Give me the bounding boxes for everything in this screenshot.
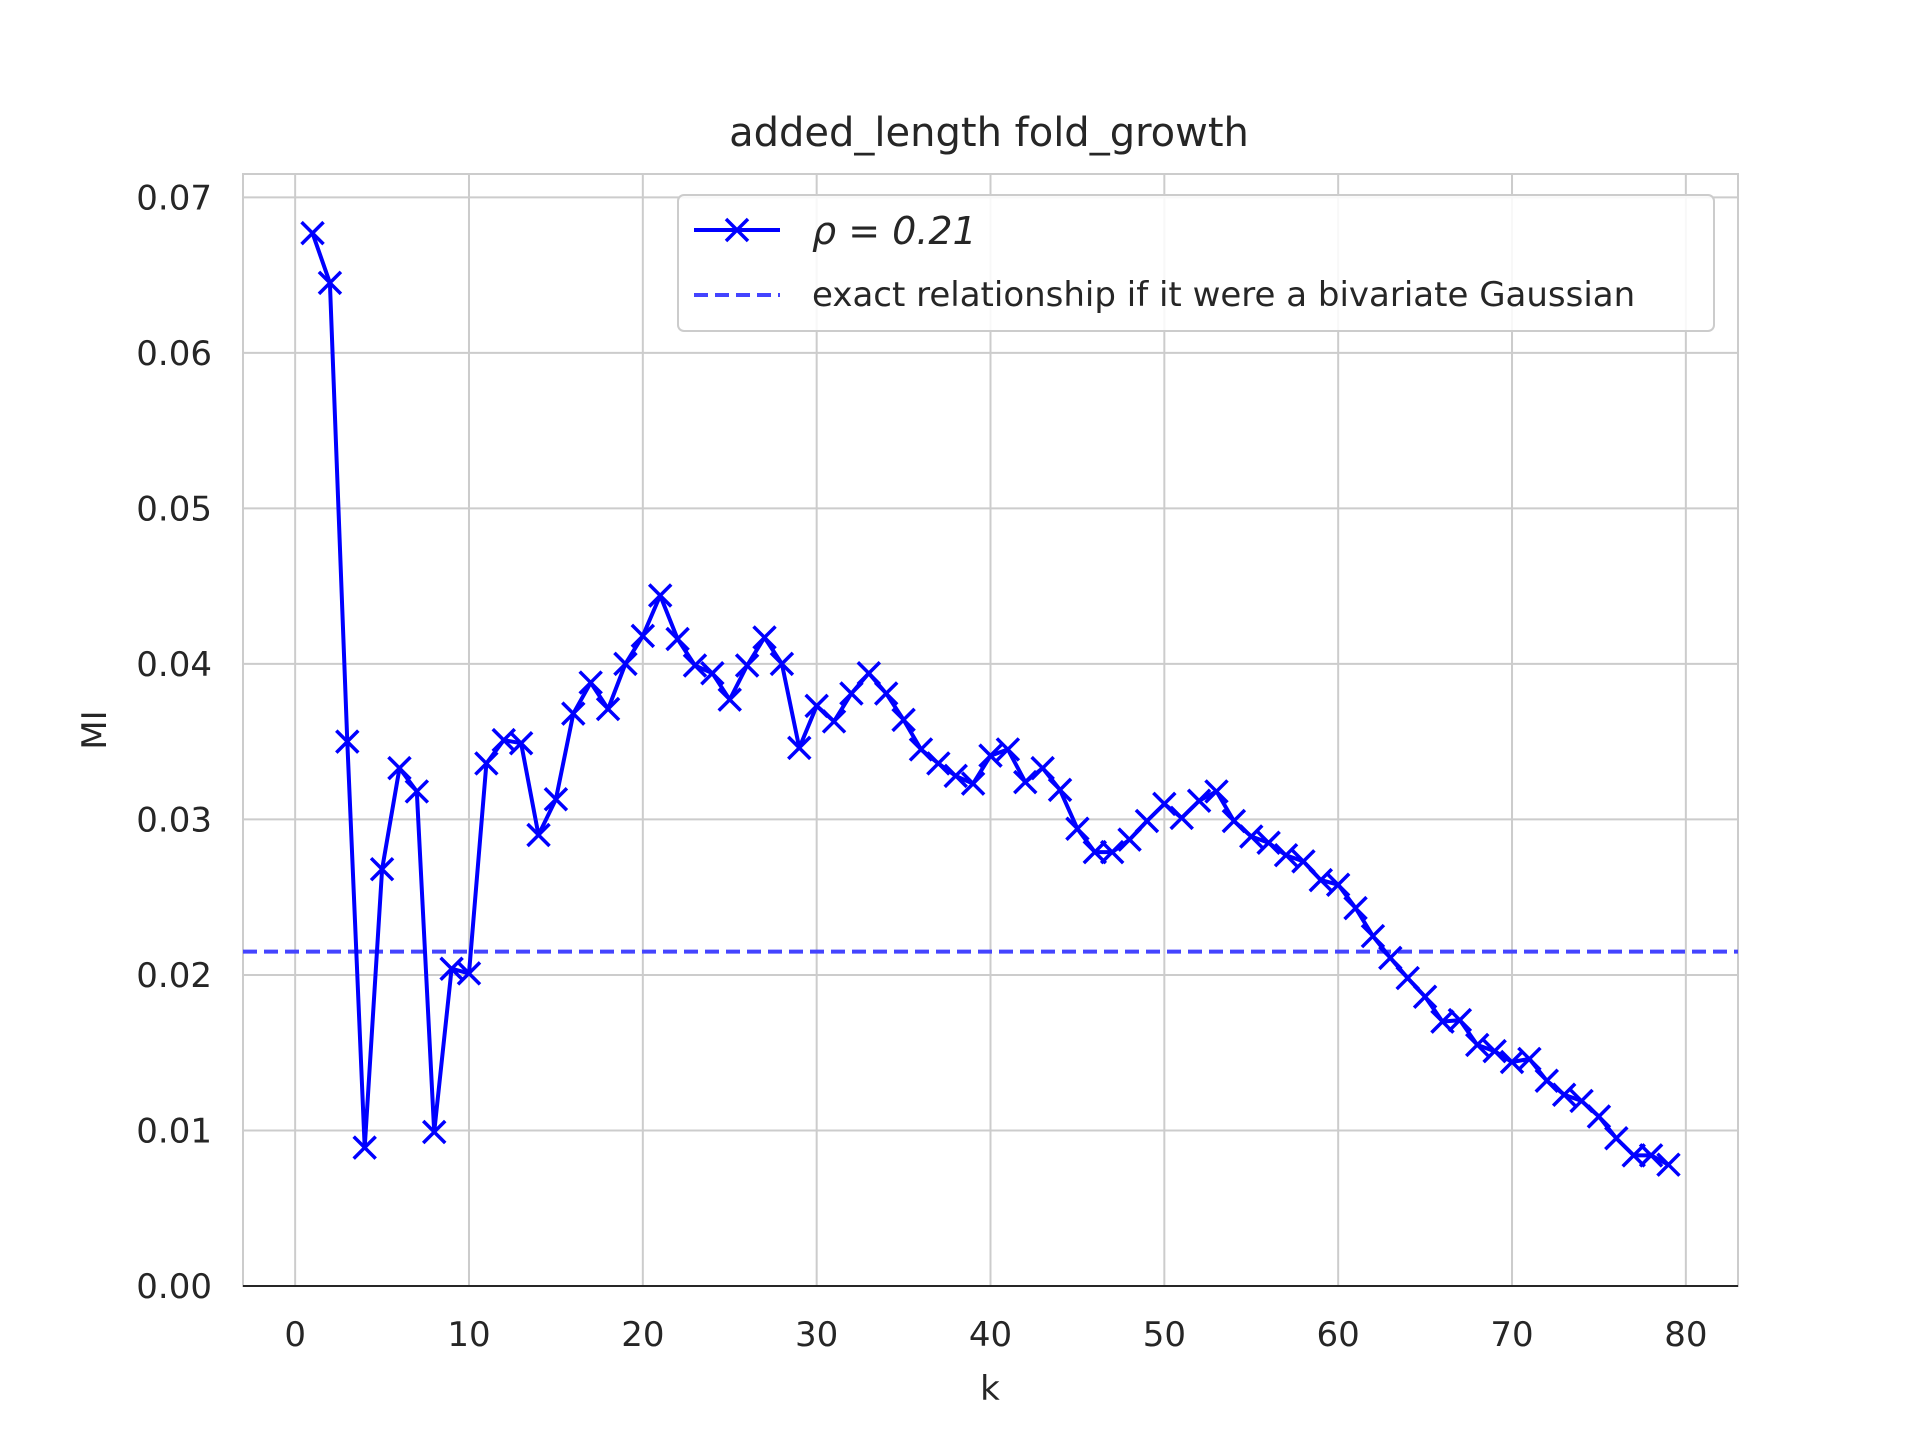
x-tick-label: 60: [1317, 1315, 1360, 1355]
y-tick-label: 0.00: [136, 1267, 212, 1307]
mi-data-point: [1517, 1046, 1542, 1072]
mi-data-point: [1465, 1032, 1490, 1058]
mi-data-point: [595, 696, 621, 722]
mi-data-point: [1621, 1143, 1646, 1168]
mi-data-point: [1152, 791, 1177, 817]
y-tick-label: 0.03: [136, 800, 212, 840]
legend-marker-x: [724, 217, 750, 243]
y-tick-label: 0.01: [136, 1111, 212, 1151]
mi-data-point: [1273, 842, 1299, 868]
mi-data-point: [873, 681, 899, 706]
mi-data-point: [352, 1135, 377, 1160]
mi-data-point: [508, 730, 534, 756]
mi-data-point: [769, 651, 795, 677]
x-tick-label: 20: [621, 1315, 664, 1355]
mi-data-point: [908, 737, 934, 762]
mi-data-point: [1360, 923, 1386, 949]
mi-data-point: [995, 737, 1021, 762]
mi-data-point: [1065, 816, 1090, 841]
mi-data-point: [1047, 777, 1073, 803]
mi-data-point: [943, 763, 968, 789]
mi-data-point: [926, 751, 951, 776]
mi-data-point: [561, 701, 586, 726]
mi-data-point: [1343, 895, 1368, 921]
mi-data-point: [647, 583, 673, 608]
y-tick-label: 0.06: [136, 334, 212, 374]
x-tick-label: 40: [969, 1315, 1012, 1355]
mi-data-point: [856, 660, 882, 686]
mi-data-point: [734, 653, 760, 678]
mi-data-point: [456, 961, 482, 986]
mi-data-point: [1239, 824, 1264, 849]
mi-data-point: [1447, 1007, 1473, 1033]
y-tick-label: 0.04: [136, 645, 212, 685]
mi-data-point: [1099, 839, 1125, 865]
mi-data-point: [421, 1119, 447, 1145]
mi-data-point: [474, 751, 499, 776]
mi-data-point: [1656, 1152, 1681, 1177]
legend-box: [677, 194, 1715, 332]
mi-data-point: [1204, 779, 1229, 804]
x-tick-label: 30: [795, 1315, 838, 1355]
x-tick-label: 0: [284, 1315, 306, 1355]
x-tick-label: 80: [1664, 1315, 1707, 1355]
tick-labels: 0 10 20 30 40 50 60 70 80 0.00 0.01 0.02 0.03 0.04 0.0…: [136, 178, 1707, 1355]
mi-data-point: [787, 735, 812, 761]
mi-data-point: [543, 786, 569, 812]
mi-data-point: [1325, 872, 1351, 897]
mi-data-point: [1308, 867, 1334, 893]
legend: ρ = 0.21 exact relationship if it were a…: [677, 194, 1715, 332]
chart-title: added_length fold_growth: [729, 110, 1249, 156]
mi-data-point: [717, 687, 742, 712]
y-axis-label: MI: [75, 710, 115, 749]
mi-data-point: [1030, 755, 1055, 781]
mi-data-point: [665, 626, 690, 652]
mi-data-point: [682, 653, 708, 678]
mi-data-point: [1256, 830, 1281, 855]
mi-data-point: [1534, 1068, 1560, 1093]
y-tick-label: 0.07: [136, 178, 212, 218]
mi-data-point: [1551, 1082, 1577, 1107]
mi-data-point: [752, 625, 777, 650]
mi-data-point: [1412, 984, 1438, 1009]
x-tick-label: 70: [1490, 1315, 1533, 1355]
mi-data-point: [891, 707, 916, 733]
mi-data-point: [1378, 945, 1403, 971]
mi-data-point: [526, 822, 551, 848]
legend-label-mi: ρ = 0.21: [812, 209, 977, 253]
mi-data-point: [1638, 1143, 1664, 1168]
mi-data-point: [960, 771, 986, 796]
mi-data-point: [630, 623, 656, 649]
x-tick-label: 50: [1143, 1315, 1186, 1355]
mi-data-point: [439, 956, 464, 981]
mi-data-point: [700, 660, 725, 686]
mi-data-point: [335, 729, 360, 754]
mi-data-point: [1482, 1038, 1507, 1064]
mi-data-point: [300, 220, 325, 246]
mi-data-point: [839, 681, 864, 706]
mi-data-point: [317, 270, 343, 296]
y-tick-label: 0.02: [136, 956, 212, 996]
mi-data-point: [821, 709, 847, 734]
mi-data-point: [1186, 788, 1212, 814]
mi-data-point: [578, 670, 603, 695]
y-tick-label: 0.05: [136, 489, 212, 529]
series-group: [300, 220, 1681, 1177]
mi-data-point: [369, 856, 395, 882]
mi-data-point: [613, 651, 638, 677]
x-tick-label: 10: [447, 1315, 490, 1355]
mi-data-point: [404, 779, 430, 804]
x-axis-label: k: [980, 1369, 1000, 1409]
mi-data-point: [1013, 769, 1038, 795]
mi-data-point: [387, 755, 412, 781]
mi-data-point: [1586, 1104, 1612, 1129]
grid: [243, 174, 1738, 1287]
mi-data-point: [1082, 839, 1108, 865]
mi-data-point: [978, 743, 1003, 768]
legend-label-gaussian: exact relationship if it were a bivariat…: [812, 275, 1635, 315]
